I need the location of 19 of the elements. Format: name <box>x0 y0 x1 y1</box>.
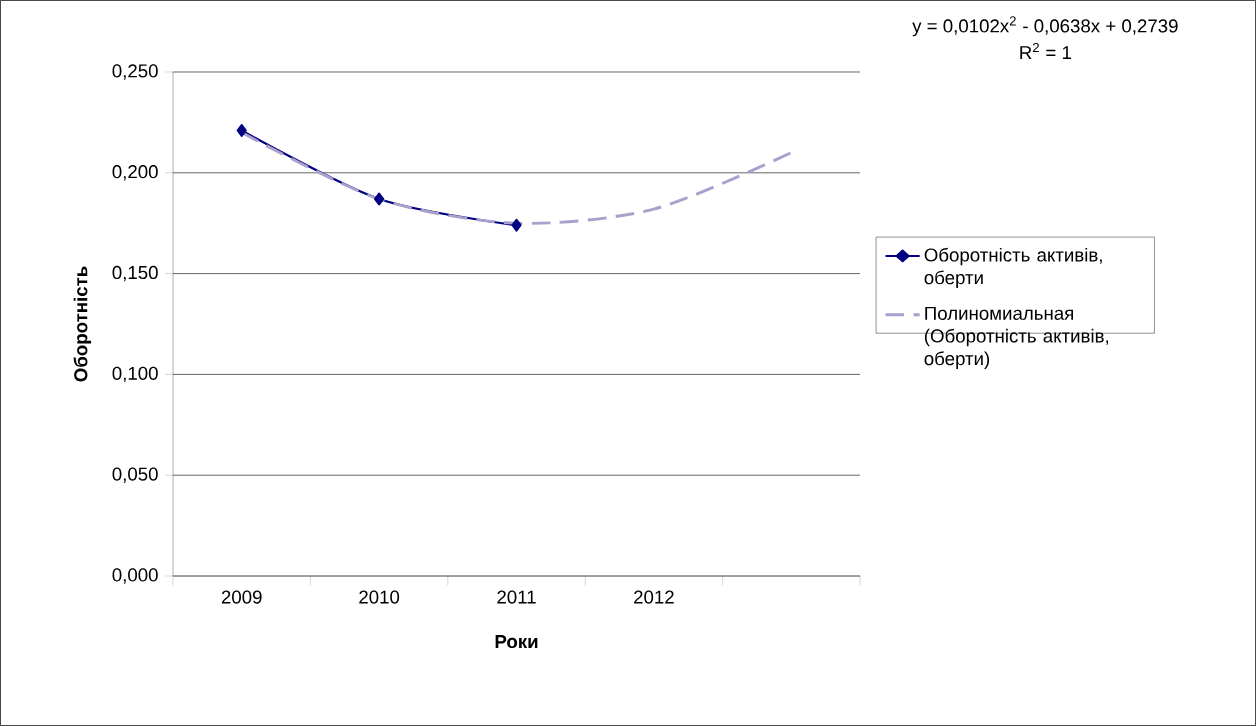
y-tick-label: 0,250 <box>112 64 158 80</box>
legend-label: Полиномиальная (Оборотність активів, оберти) <box>924 306 1109 369</box>
point <box>236 124 247 137</box>
y-tick-label: 0,000 <box>112 568 158 584</box>
text: y = 0,0102x$^{2}$ - 0,0638x + 0,2739 <box>912 16 1178 37</box>
point <box>374 192 385 206</box>
y-tick-label: 0,200 <box>112 165 158 181</box>
x-tick-label: 2012 <box>634 590 674 604</box>
y-tick-label: 0,150 <box>112 265 158 282</box>
point <box>511 218 522 232</box>
y-tick-label: 0,100 <box>112 366 158 383</box>
text: R$^{2}$ = 1 <box>1020 42 1071 60</box>
x-tick-label: 2011 <box>497 590 536 604</box>
y-axis-title: Оборотність <box>73 266 92 382</box>
legend-label: Оборотність активів, оберти <box>924 247 1102 288</box>
x-tick-label: 2010 <box>359 590 400 604</box>
y-tick-label: 0,050 <box>112 467 158 483</box>
x-tick-label: 2009 <box>221 590 262 604</box>
x-axis-title: Роки <box>495 635 538 649</box>
